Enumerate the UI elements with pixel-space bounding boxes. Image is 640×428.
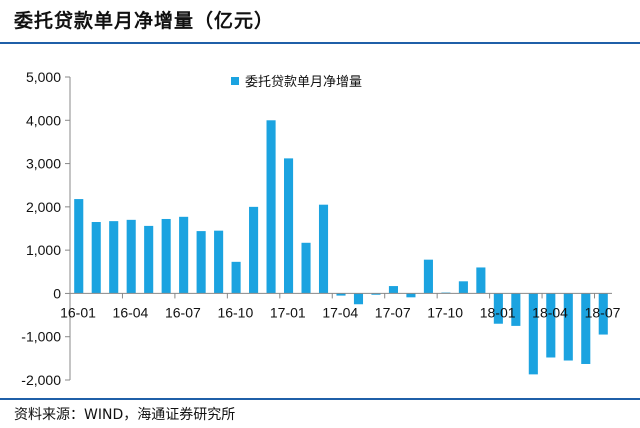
- y-axis: 5,000 4,000 3,000 2,000 1,000 0 -1,000 -2,000: [21, 69, 71, 388]
- x-tick-label: 17-04: [322, 304, 358, 320]
- x-tick-label: 17-01: [270, 304, 306, 320]
- bar-18-05: [563, 293, 573, 361]
- x-axis: 16-01 16-04 16-07 16-10 17-01 17-04 17-07 17-10…: [60, 292, 621, 320]
- bar-17-03: [318, 204, 329, 294]
- bar-16-02: [91, 222, 101, 294]
- bars-group: [74, 120, 608, 375]
- footer-rule: [0, 398, 640, 400]
- bar-16-11: [249, 206, 259, 294]
- legend: 委托贷款单月净增量: [231, 75, 362, 90]
- x-tick-label: 17-07: [375, 304, 411, 320]
- y-tick-label: -2,000: [21, 372, 61, 388]
- y-tick-label: 5,000: [26, 69, 61, 85]
- bar-17-11: [458, 281, 468, 294]
- bar-17-06: [371, 293, 381, 295]
- bar-16-08: [196, 231, 206, 294]
- y-tick-label: -1,000: [21, 329, 61, 345]
- y-tick-label: 3,000: [26, 156, 61, 172]
- bar-17-12: [476, 267, 486, 294]
- legend-label: 委托贷款单月净增量: [245, 75, 362, 90]
- bar-17-01: [284, 158, 294, 294]
- x-tick-label: 16-10: [217, 304, 253, 320]
- bar-16-12: [266, 120, 276, 294]
- bar-16-04: [126, 219, 136, 294]
- bar-18-04: [546, 293, 556, 358]
- bar-16-10: [231, 261, 241, 294]
- bar-16-07: [179, 216, 189, 294]
- header-rule: [0, 42, 640, 44]
- bar-17-04: [336, 293, 346, 296]
- y-tick-label: 4,000: [26, 112, 61, 128]
- bar-17-05: [353, 293, 364, 305]
- chart-title: 委托贷款单月净增量（亿元）: [14, 10, 275, 32]
- bar-chart: 5,000 4,000 3,000 2,000 1,000 0 -1,000 -2,000 1…: [21, 69, 621, 388]
- bar-18-02: [511, 293, 521, 326]
- bar-16-06: [161, 218, 171, 294]
- y-tick-label: 2,000: [26, 199, 61, 215]
- x-tick-label: 16-01: [60, 304, 96, 320]
- bar-18-01: [493, 293, 503, 324]
- x-tick-label: 16-07: [165, 304, 201, 320]
- x-tick-label: 18-07: [585, 304, 621, 320]
- source-note: 资料来源：WIND，海通证券研究所: [14, 407, 236, 423]
- bar-16-01: [74, 199, 84, 294]
- bar-18-03: [528, 293, 538, 375]
- x-tick-label: 16-04: [113, 304, 149, 320]
- bar-18-07: [598, 293, 608, 335]
- y-tick-label: 1,000: [26, 242, 61, 258]
- legend-swatch: [231, 77, 239, 85]
- bar-16-03: [109, 221, 119, 294]
- bar-16-09: [214, 230, 224, 294]
- y-tick-label: 0: [53, 285, 61, 301]
- x-tick-label: 17-10: [427, 304, 463, 320]
- bar-17-07: [388, 286, 398, 294]
- bar-17-09: [423, 259, 433, 294]
- x-tick-label: 18-04: [532, 304, 568, 320]
- bar-16-05: [144, 225, 154, 294]
- bar-17-08: [406, 293, 416, 298]
- x-tick-label: 18-01: [480, 304, 516, 320]
- bar-17-02: [301, 242, 311, 294]
- bar-18-06: [581, 293, 591, 364]
